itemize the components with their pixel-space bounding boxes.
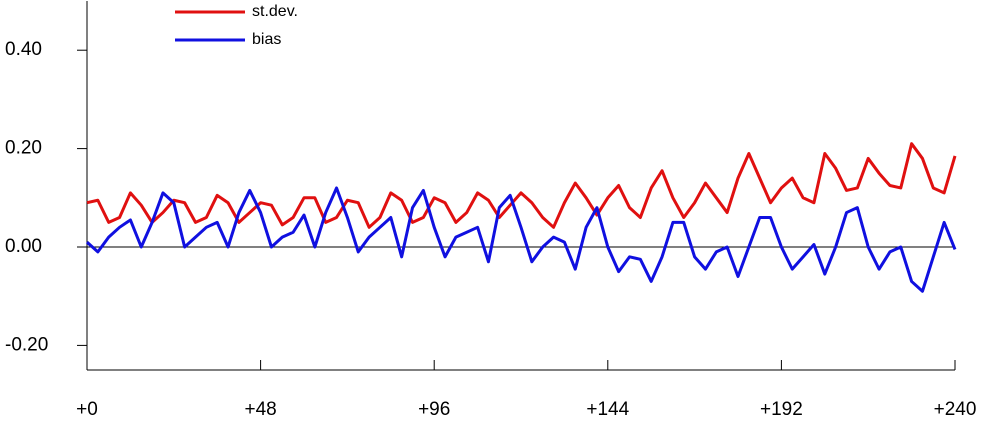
x-tick-label: +48 bbox=[244, 399, 276, 420]
y-tick-label: 0.00 bbox=[5, 236, 42, 257]
x-tick-label: +192 bbox=[760, 399, 803, 420]
x-tick-label: +96 bbox=[418, 399, 450, 420]
x-tick-label: +144 bbox=[586, 399, 629, 420]
legend-label: bias bbox=[252, 31, 281, 48]
series-line bbox=[86, 142, 957, 229]
legend-label: st.dev. bbox=[252, 3, 298, 20]
y-tick-label: -0.20 bbox=[5, 334, 48, 355]
x-tick-label: +240 bbox=[934, 399, 977, 420]
y-tick-label: 0.20 bbox=[5, 138, 42, 159]
y-tick-label: 0.40 bbox=[5, 39, 42, 60]
x-tick-label: +0 bbox=[76, 399, 98, 420]
series-line bbox=[85, 186, 957, 293]
